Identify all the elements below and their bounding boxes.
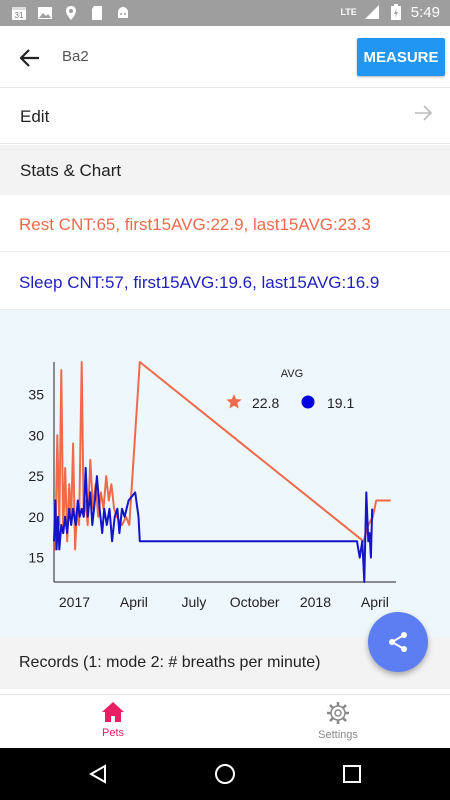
network-type: LTE <box>340 7 357 17</box>
nav-settings[interactable]: Settings <box>278 701 398 741</box>
image-icon <box>36 4 54 22</box>
legend-title: AVG <box>281 368 303 380</box>
x-tick-label: April <box>361 594 389 610</box>
battery-icon <box>387 3 405 21</box>
arrow-back-icon <box>20 49 39 67</box>
back-button[interactable] <box>14 42 46 74</box>
home-icon <box>102 702 124 722</box>
sleep-stats-text: Sleep CNT:57, first15AVG:19.6, last15AVG… <box>19 273 380 292</box>
triangle-back-icon <box>88 764 106 784</box>
y-tick-label: 15 <box>28 550 44 566</box>
status-bar: 31 LTE 5:49 <box>0 0 450 26</box>
bottom-navigation: Pets Settings <box>0 694 450 748</box>
edit-label: Edit <box>20 107 50 126</box>
edit-row[interactable]: Edit <box>0 89 450 144</box>
android-icon <box>114 4 132 22</box>
calendar-day: 31 <box>15 11 24 20</box>
gear-icon <box>327 702 349 724</box>
y-tick-label: 20 <box>28 509 44 525</box>
records-section-label: Records (1: mode 2: # breaths per minute… <box>19 654 321 671</box>
arrow-forward-icon <box>414 105 433 126</box>
page-title: Ba2 <box>62 48 89 65</box>
x-tick-label: July <box>182 594 207 610</box>
rest-stats-row: Rest CNT:65, first15AVG:22.9, last15AVG:… <box>0 196 450 252</box>
stats-section-label: Stats & Chart <box>20 161 122 180</box>
calendar-icon: 31 <box>10 4 28 22</box>
y-tick-label: 25 <box>28 468 44 484</box>
measure-button[interactable]: MEASURE <box>357 38 445 76</box>
circle-home-icon <box>215 764 235 784</box>
chart-area: 15 20 25 30 35 2017 April July October 2018 April A… <box>0 310 450 637</box>
legend-sleep-value: 19.1 <box>327 395 354 411</box>
system-back-button[interactable] <box>86 762 110 786</box>
location-icon <box>62 4 80 22</box>
system-recents-button[interactable] <box>340 762 364 786</box>
sleep-stats-row: Sleep CNT:57, first15AVG:19.6, last15AVG… <box>0 254 450 310</box>
app-bar: Ba2 MEASURE <box>0 26 450 88</box>
nav-pets-label: Pets <box>101 727 124 739</box>
legend-star-marker <box>226 394 242 409</box>
breath-rate-chart: 15 20 25 30 35 2017 April July October 2018 April A… <box>28 361 396 610</box>
signal-icon <box>363 3 381 21</box>
sd-card-icon <box>88 4 106 22</box>
nav-settings-label: Settings <box>318 729 358 741</box>
stats-section-header: Stats & Chart <box>0 145 450 195</box>
square-recents-icon <box>343 765 361 783</box>
x-tick-label: 2018 <box>300 594 331 610</box>
x-tick-label: 2017 <box>59 594 90 610</box>
y-tick-label: 35 <box>28 387 44 403</box>
system-home-button[interactable] <box>213 762 237 786</box>
x-tick-label: April <box>120 594 148 610</box>
rest-stats-text: Rest CNT:65, first15AVG:22.9, last15AVG:… <box>19 215 371 234</box>
legend-circle-marker <box>301 395 315 409</box>
y-tick-label: 30 <box>28 427 44 443</box>
rest-series-line <box>53 361 391 551</box>
sleep-series-line <box>53 466 374 583</box>
share-button[interactable] <box>368 612 428 672</box>
share-icon <box>389 632 407 652</box>
clock: 5:49 <box>410 3 440 21</box>
legend-rest-value: 22.8 <box>252 395 279 411</box>
nav-pets[interactable]: Pets <box>53 701 173 739</box>
system-navigation-bar <box>0 748 450 800</box>
x-tick-label: October <box>230 594 280 610</box>
